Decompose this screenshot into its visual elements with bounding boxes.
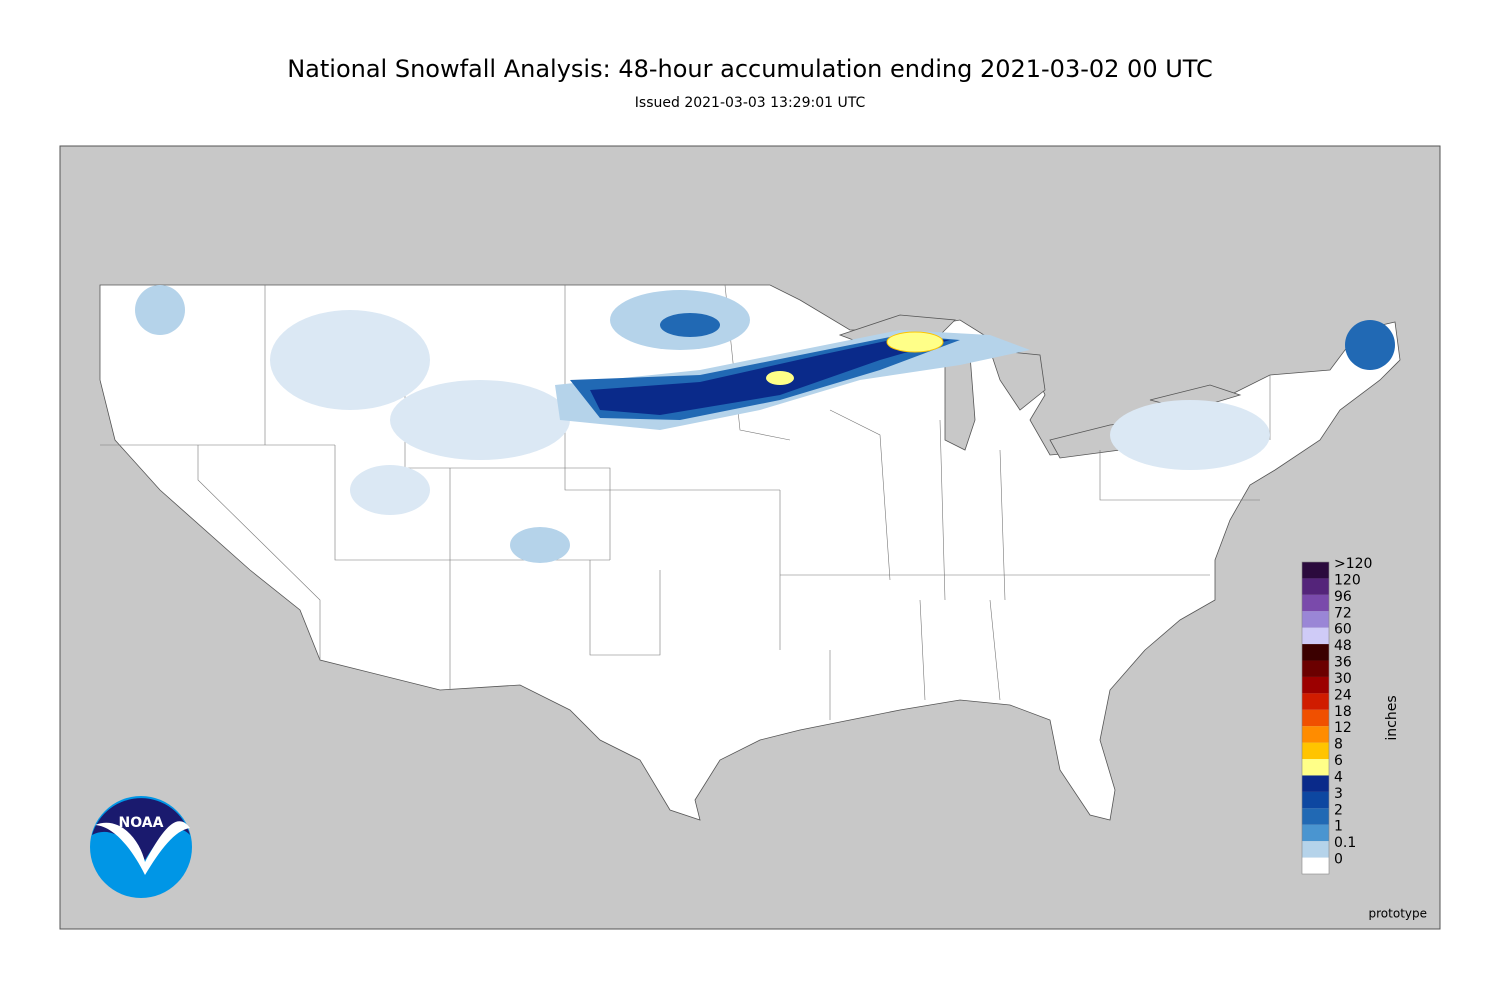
- colorbar-swatch: [1302, 726, 1329, 743]
- colorbar-label: 48: [1334, 638, 1352, 654]
- colorbar-label: 30: [1334, 671, 1352, 687]
- colorbar-label: 6: [1334, 753, 1343, 769]
- colorbar-swatch: [1302, 808, 1329, 825]
- state-borders: [100, 284, 1271, 720]
- colorbar-swatch: [1302, 791, 1329, 809]
- map: [59, 145, 1441, 930]
- colorbar-label: 12: [1334, 720, 1352, 736]
- colorbar-label: 120: [1334, 572, 1361, 588]
- colorbar-swatch: [1302, 857, 1329, 874]
- colorbar-swatch: [1302, 775, 1329, 792]
- colorbar-swatch: [1302, 578, 1329, 595]
- colorbar-swatch: [1302, 562, 1329, 579]
- colorbar-swatch: [1302, 841, 1329, 858]
- colorbar-title: inches: [1384, 695, 1400, 740]
- colorbar-swatch: [1302, 693, 1329, 710]
- colorbar-label: 4: [1334, 769, 1343, 785]
- colorbar-swatch: [1302, 594, 1329, 612]
- colorbar-frame: [1301, 561, 1330, 875]
- colorbar-label: 0: [1334, 852, 1343, 868]
- noaa-logo: NOAA: [90, 796, 192, 898]
- colorbar-label: 8: [1334, 737, 1343, 753]
- colorbar-label: 0.1: [1334, 835, 1356, 851]
- colorbar-swatch: [1302, 676, 1329, 694]
- colorbar-swatch: [1302, 627, 1329, 645]
- colorbar: inches >1201209672604836302418128643210.…: [1301, 556, 1400, 875]
- colorbar-swatch: [1302, 742, 1329, 760]
- subtitle: Issued 2021-03-03 13:29:01 UTC: [635, 95, 866, 111]
- colorbar-label: 96: [1334, 589, 1352, 605]
- colorbar-swatch: [1302, 759, 1329, 776]
- colorbar-label: 36: [1334, 655, 1352, 671]
- colorbar-label: 18: [1334, 704, 1352, 720]
- colorbar-label: 60: [1334, 622, 1352, 638]
- colorbar-swatch: [1302, 709, 1329, 727]
- colorbar-swatch: [1302, 644, 1329, 661]
- colorbar-swatch: [1302, 660, 1329, 677]
- colorbar-label: >120: [1334, 556, 1372, 572]
- snow-areas: [135, 285, 1395, 563]
- colorbar-swatch: [1302, 611, 1329, 628]
- title: National Snowfall Analysis: 48-hour accu…: [287, 55, 1213, 83]
- colorbar-label: 2: [1334, 802, 1343, 818]
- colorbar-swatch: [1302, 824, 1329, 842]
- footer-note: prototype: [1369, 907, 1427, 921]
- colorbar-label: 24: [1334, 687, 1352, 703]
- colorbar-label: 72: [1334, 605, 1352, 621]
- colorbar-label: 1: [1334, 819, 1343, 835]
- colorbar-label: 3: [1334, 786, 1343, 802]
- logo-text: NOAA: [119, 815, 164, 831]
